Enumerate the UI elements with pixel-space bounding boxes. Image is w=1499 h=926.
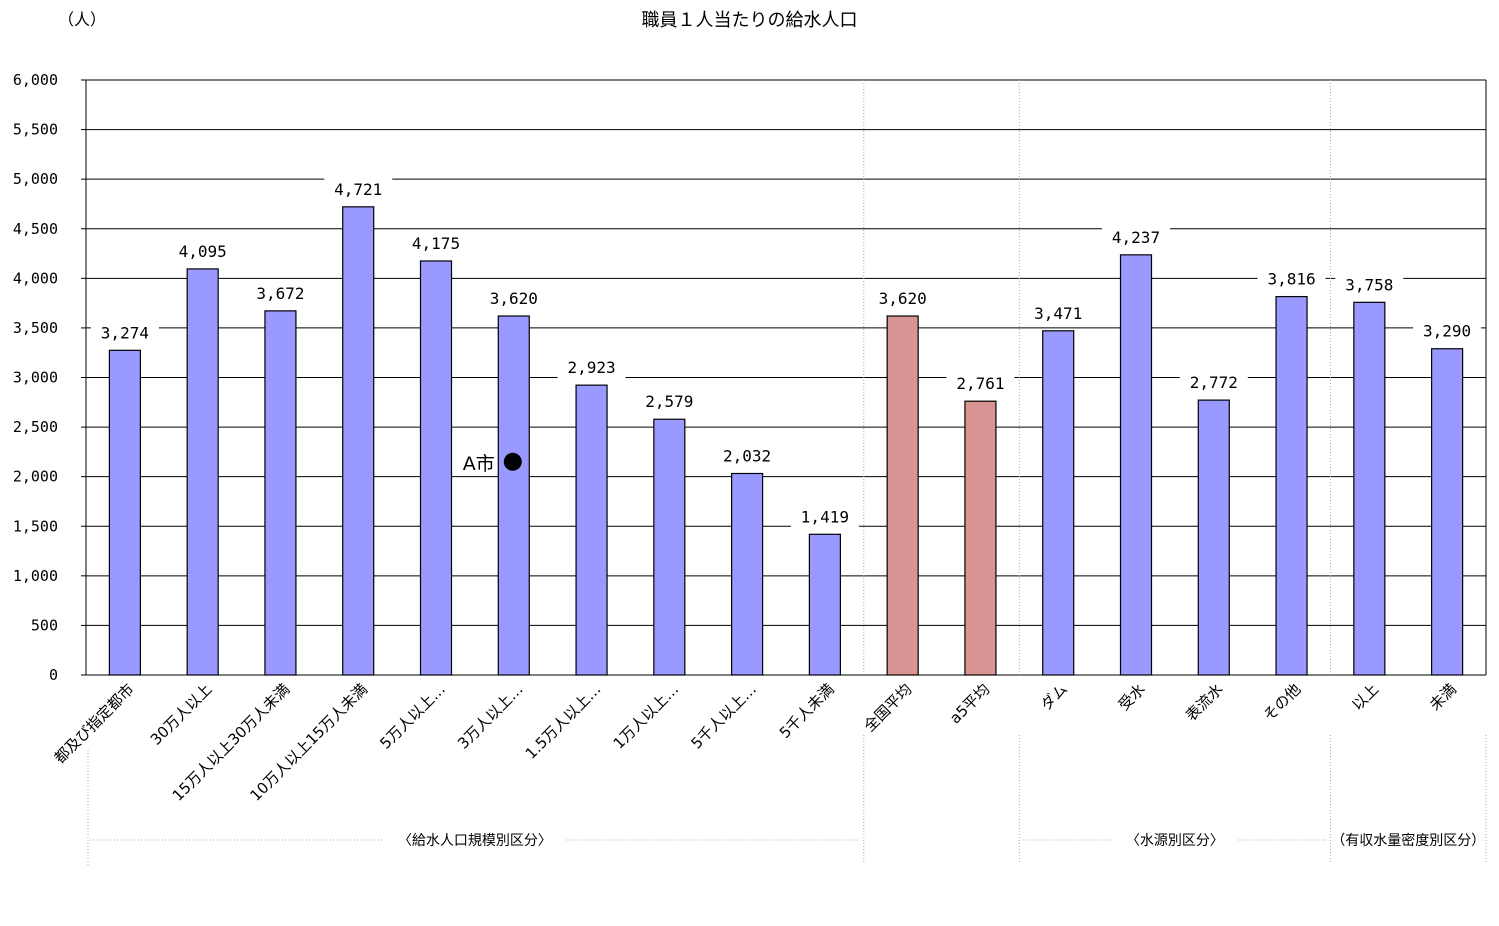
y-tick-label: 6,000 [13,71,58,89]
data-label-background [1257,267,1326,291]
bar [575,384,608,676]
bar [1353,301,1386,676]
data-label: 3,471 [1034,304,1082,323]
x-tick-label: 1.5万人以上… [522,680,605,763]
x-tick-label: 受水 [1115,680,1149,714]
bar [1197,399,1230,676]
data-label: 2,579 [645,392,693,411]
y-tick-label: 4,500 [13,220,58,238]
x-tick-label: その他 [1260,680,1305,725]
x-tick-label: 5万人以上… [376,680,449,753]
x-tick-label: 未満 [1426,680,1460,714]
data-label-background [1024,301,1093,325]
data-label-background [635,390,704,414]
data-label-background [324,177,393,201]
data-label-background [90,321,159,345]
data-label: 1,419 [801,507,849,526]
bar [419,260,453,676]
y-tick-label: 0 [49,666,58,684]
bar [1042,330,1075,676]
data-label: 3,274 [101,323,149,342]
y-tick-label: 2,000 [13,468,58,486]
bar [653,418,686,676]
data-label: 2,032 [723,446,771,465]
data-label: 2,923 [567,358,615,377]
y-axis-unit: （人） [58,10,107,29]
y-tick-label: 4,000 [13,269,58,287]
bar [808,533,841,676]
bar [886,315,919,676]
bar [731,472,764,676]
data-label-background [246,281,315,305]
x-tick-label: 全国平均 [860,680,915,735]
data-label-background [946,372,1015,396]
data-label-background [713,444,782,468]
bars [108,206,1464,676]
group-label: （有収水量密度別区分） [1331,832,1485,849]
data-label: 4,237 [1112,228,1160,247]
y-tick-label: 500 [31,616,58,634]
chart-title: 職員１人当たりの給水人口 [641,10,858,31]
y-tick-label: 5,000 [13,170,58,188]
data-label: 3,620 [490,289,538,308]
group-label: 〈水源別区分〉 [1126,833,1224,849]
x-tick-label: 30万人以上 [147,680,216,749]
x-tick-label: 都及び指定都市 [51,680,138,767]
data-label: 4,095 [179,242,227,261]
bar [264,310,297,676]
bar [108,349,141,676]
data-label-background [1102,225,1170,249]
gridlines [81,79,1487,676]
x-tick-label: 5千人以上… [687,680,760,753]
x-tick-label: 5千人未満 [776,680,838,742]
bar [1431,348,1464,676]
y-tick-label: 1,500 [13,517,58,535]
bar [186,268,219,676]
data-label-background [1335,273,1404,297]
data-label-background [868,287,937,311]
x-tick-label: 1万人以上… [610,680,683,753]
annotation: A市 [463,452,522,475]
data-label-background [1179,371,1248,395]
group-labels: 〈給水人口規模別区分〉 〈水源別区分〉 （有収水量密度別区分） [90,832,1485,849]
y-tick-label: 1,000 [13,567,58,585]
data-label: 2,772 [1190,373,1238,392]
data-label-background [479,287,548,311]
y-tick-label: 3,000 [13,369,58,387]
data-label: 3,620 [879,289,927,308]
y-tick-label: 3,500 [13,319,58,337]
data-label: 4,721 [334,180,382,199]
data-label-background [402,231,470,255]
annotation-label: A市 [463,453,495,475]
group-separators [87,80,1487,866]
bar [1119,254,1153,676]
data-label: 3,672 [256,284,304,303]
bar [964,400,997,676]
data-label: 3,290 [1423,322,1471,341]
y-tick-label: 5,500 [13,121,58,139]
bar [1275,295,1308,676]
data-label-background [168,239,237,263]
bar [497,315,530,676]
group-label: 〈給水人口規模別区分〉 [398,833,552,849]
bar [342,206,375,676]
data-label: 3,758 [1345,275,1393,294]
data-label-background [790,505,859,529]
y-tick-labels: 0 500 1,000 1,500 2,000 2,500 3,000 3,500 4,000 4… [13,71,58,684]
data-label-background [557,356,626,380]
x-tick-label: 3万人以上… [454,680,527,753]
data-label: 4,175 [412,234,460,253]
annotation-marker [503,452,522,471]
y-tick-label: 2,500 [13,418,58,436]
x-tick-label: 以上 [1348,680,1382,714]
data-label-background [1413,319,1482,343]
data-label: 2,761 [956,374,1004,393]
x-tick-label: a5平均 [946,680,993,727]
x-tick-label: 表流水 [1182,680,1227,725]
data-label: 3,816 [1267,270,1315,289]
x-tick-label: ダム [1037,680,1071,714]
data-labels: 3,274 4,095 3,672 4,721 4,175 3,620 2,923 2,579… [90,177,1482,529]
